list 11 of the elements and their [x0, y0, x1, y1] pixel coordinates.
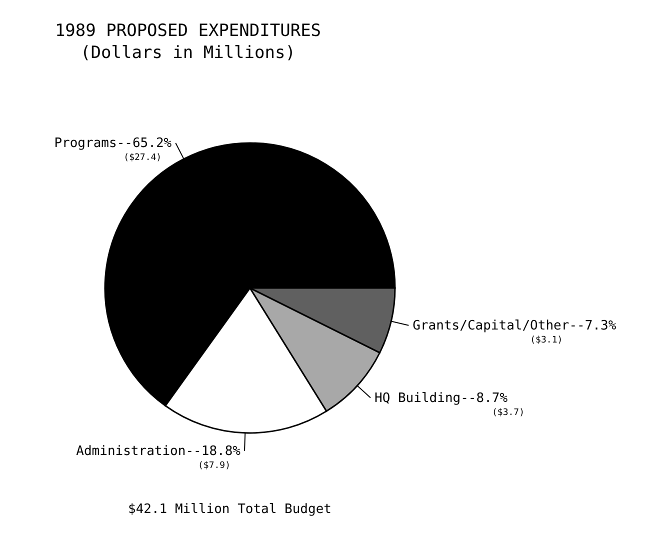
slice-label: Grants/Capital/Other--7.3%: [412, 318, 616, 334]
chart-subtitle: (Dollars in Millions): [80, 42, 296, 64]
text: $42.1 Million Total Budget: [128, 502, 332, 517]
slice-label: Programs--65.2%: [54, 136, 172, 151]
slice-label: Administration--18.8%: [76, 444, 241, 459]
data-label: ($7.9): [198, 460, 231, 471]
data-label: ($3.1): [530, 335, 563, 346]
slice-label: HQ Building--8.7%: [374, 390, 508, 406]
chart-title: 1989 PROPOSED EXPENDITURES: [54, 20, 322, 42]
data-label: ($27.4): [124, 152, 162, 163]
data-label: ($3.7): [492, 408, 525, 418]
